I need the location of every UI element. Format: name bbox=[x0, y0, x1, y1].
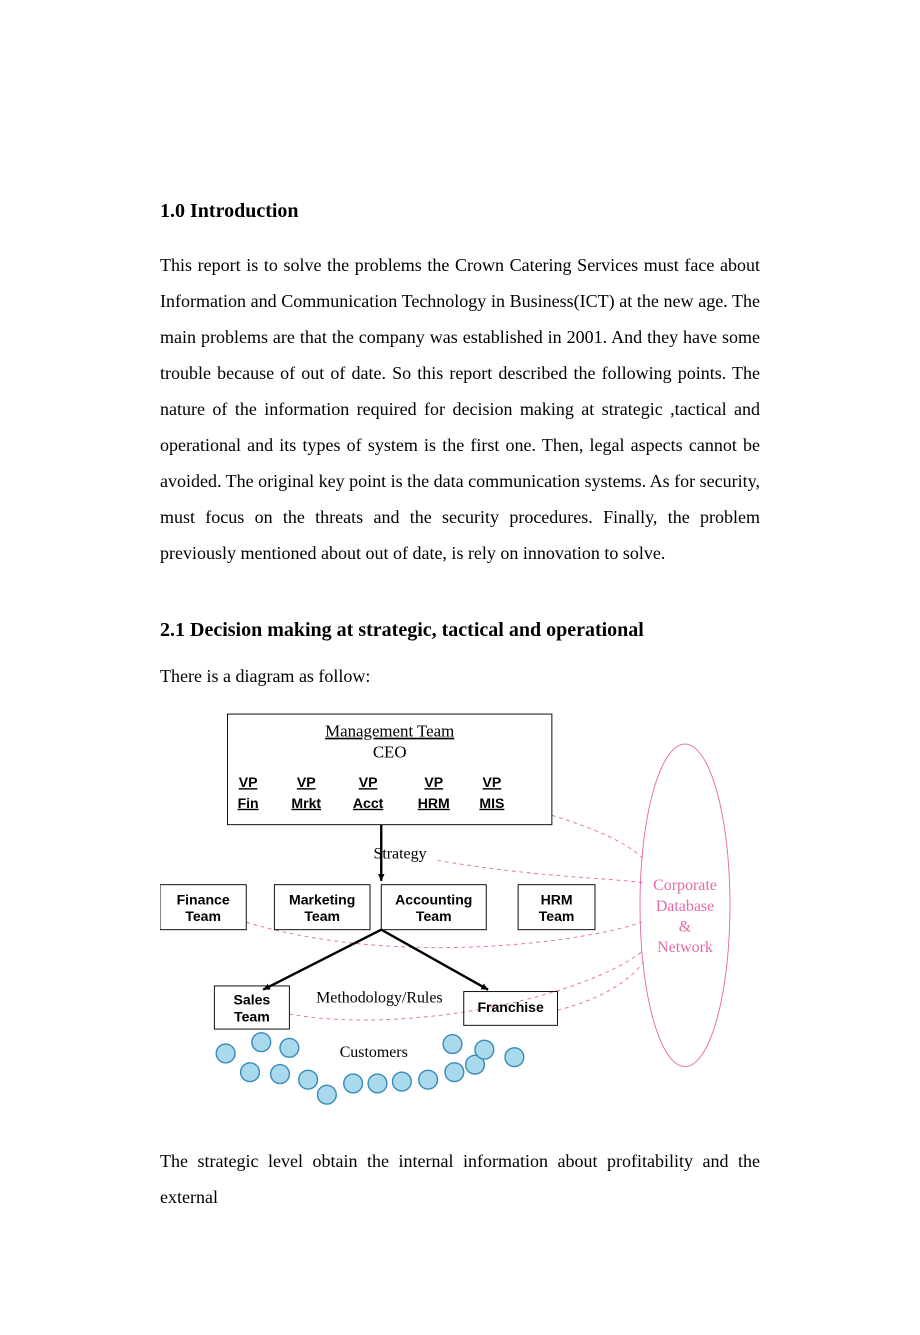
svg-text:VP: VP bbox=[297, 774, 316, 790]
paragraph-introduction: This report is to solve the problems the… bbox=[160, 247, 760, 571]
svg-text:&: & bbox=[679, 918, 692, 935]
svg-text:Team: Team bbox=[234, 1009, 270, 1025]
svg-text:Customers: Customers bbox=[340, 1044, 408, 1061]
svg-text:Accounting: Accounting bbox=[395, 891, 472, 907]
svg-text:HRM: HRM bbox=[541, 891, 573, 907]
svg-text:Sales: Sales bbox=[234, 992, 271, 1008]
svg-text:Marketing: Marketing bbox=[289, 891, 355, 907]
svg-text:Team: Team bbox=[539, 908, 575, 924]
svg-text:Team: Team bbox=[416, 908, 452, 924]
svg-text:VP: VP bbox=[359, 774, 378, 790]
svg-text:Franchise: Franchise bbox=[477, 999, 544, 1015]
svg-text:Methodology/Rules: Methodology/Rules bbox=[316, 990, 443, 1007]
svg-text:Team: Team bbox=[185, 908, 221, 924]
svg-text:HRM: HRM bbox=[418, 795, 450, 811]
svg-text:VP: VP bbox=[424, 774, 443, 790]
paragraph-after-diagram: The strategic level obtain the internal … bbox=[160, 1143, 760, 1215]
svg-text:CEO: CEO bbox=[373, 742, 407, 761]
svg-text:Management Team: Management Team bbox=[325, 722, 454, 741]
svg-text:VP: VP bbox=[483, 774, 502, 790]
svg-text:Team: Team bbox=[304, 908, 340, 924]
org-diagram: Management TeamCEO VP Fin VP Mrkt VP Acct VP HRM… bbox=[160, 695, 760, 1125]
svg-text:Network: Network bbox=[657, 939, 713, 956]
svg-text:Database: Database bbox=[656, 898, 714, 915]
svg-text:MIS: MIS bbox=[479, 795, 504, 811]
heading-introduction: 1.0 Introduction bbox=[160, 200, 760, 223]
svg-text:Fin: Fin bbox=[238, 795, 259, 811]
svg-text:Acct: Acct bbox=[353, 795, 384, 811]
document-page: 1.0 Introduction This report is to solve… bbox=[0, 0, 920, 1335]
heading-decision-making: 2.1 Decision making at strategic, tactic… bbox=[160, 619, 760, 642]
svg-text:Corporate: Corporate bbox=[653, 877, 717, 894]
svg-text:Mrkt: Mrkt bbox=[291, 795, 321, 811]
svg-text:Finance: Finance bbox=[177, 891, 230, 907]
org-diagram-container: Management TeamCEO VP Fin VP Mrkt VP Acct VP HRM… bbox=[160, 695, 760, 1125]
svg-text:VP: VP bbox=[239, 774, 258, 790]
diagram-intro-line: There is a diagram as follow: bbox=[160, 666, 760, 687]
